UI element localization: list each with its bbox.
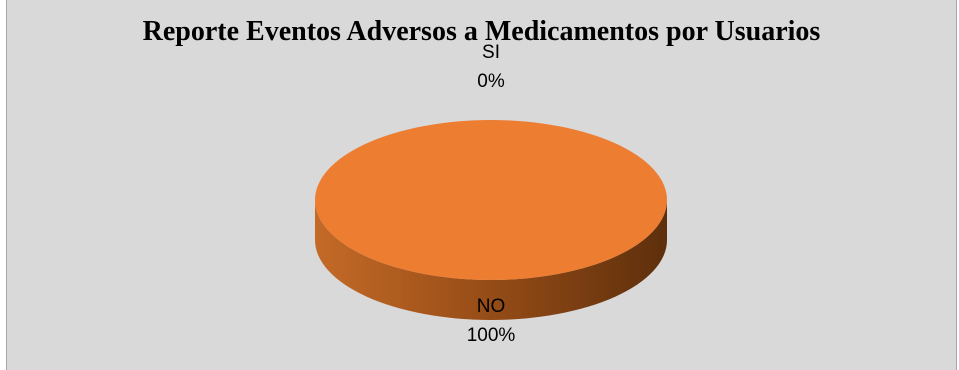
pie-chart: SI 0% NO 100% xyxy=(315,42,667,346)
pie-slice-no xyxy=(315,120,667,280)
pie-slices xyxy=(315,120,667,320)
label-category-si: SI xyxy=(482,42,500,63)
chart-area: Reporte Eventos Adversos a Medicamentos … xyxy=(6,0,957,370)
label-category-no: NO xyxy=(477,296,506,317)
label-percent-si: 0% xyxy=(477,71,505,92)
label-percent-no: 100% xyxy=(467,325,516,346)
pie-side-wall xyxy=(315,200,667,320)
data-labels: SI 0% NO 100% xyxy=(467,42,516,346)
chart-title: Reporte Eventos Adversos a Medicamentos … xyxy=(142,16,821,47)
